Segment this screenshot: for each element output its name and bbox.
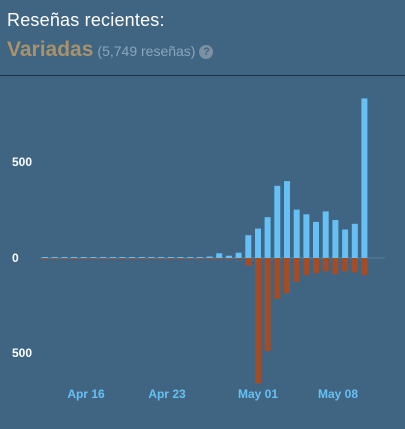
positive-bar[interactable] (293, 209, 300, 259)
negative-bar[interactable] (264, 258, 271, 352)
negative-bar[interactable] (158, 258, 165, 259)
y-tick-label: 500 (12, 155, 32, 169)
negative-bar[interactable] (90, 258, 97, 259)
positive-bar[interactable] (167, 257, 174, 258)
positive-bar[interactable] (80, 257, 87, 258)
x-tick-label: May 08 (318, 387, 358, 401)
positive-bar[interactable] (225, 255, 232, 258)
section-title: Reseñas recientes: (7, 10, 165, 30)
positive-bar[interactable] (342, 229, 349, 259)
negative-bar[interactable] (167, 258, 174, 259)
negative-bar[interactable] (303, 258, 310, 276)
negative-bar[interactable] (71, 258, 77, 259)
negative-bar[interactable] (51, 258, 58, 259)
x-tick-label: May 01 (238, 387, 278, 401)
positive-bar[interactable] (264, 217, 271, 259)
negative-bar[interactable] (255, 258, 261, 384)
negative-bar[interactable] (225, 258, 232, 259)
negative-bar[interactable] (138, 258, 145, 259)
positive-bar[interactable] (100, 257, 107, 258)
positive-bar[interactable] (235, 252, 242, 258)
positive-bar[interactable] (245, 235, 252, 258)
negative-bar[interactable] (61, 258, 68, 259)
positive-bar[interactable] (71, 257, 77, 258)
divider (0, 75, 405, 76)
positive-bar[interactable] (119, 257, 126, 258)
positive-bar[interactable] (216, 253, 223, 259)
y-tick-label: 0 (12, 251, 19, 265)
negative-bar[interactable] (148, 258, 155, 259)
positive-bar[interactable] (206, 256, 213, 259)
negative-bar[interactable] (342, 258, 349, 272)
review-count: (5,749 reseñas) (97, 43, 196, 59)
negative-bar[interactable] (109, 258, 116, 259)
negative-bar[interactable] (216, 258, 223, 259)
negative-bar[interactable] (245, 258, 252, 266)
question-circle-icon[interactable]: ? (199, 45, 214, 59)
positive-bar[interactable] (138, 257, 145, 258)
positive-bar[interactable] (148, 257, 155, 258)
positive-bar[interactable] (51, 257, 58, 258)
x-tick-label: Apr 16 (67, 387, 105, 401)
negative-bar[interactable] (293, 258, 300, 282)
positive-bar[interactable] (187, 257, 194, 258)
negative-bar[interactable] (100, 258, 107, 259)
positive-bar[interactable] (196, 257, 203, 258)
positive-bar[interactable] (177, 257, 184, 258)
negative-bar[interactable] (196, 258, 203, 259)
negative-bar[interactable] (284, 258, 290, 294)
negative-bar[interactable] (274, 258, 281, 299)
positive-bar[interactable] (109, 257, 116, 258)
negative-bar[interactable] (361, 258, 368, 276)
negative-bar[interactable] (177, 258, 184, 259)
positive-bar[interactable] (351, 223, 358, 258)
x-tick-label: Apr 23 (148, 387, 186, 401)
negative-bar[interactable] (119, 258, 126, 259)
negative-bar[interactable] (313, 258, 319, 274)
positive-bar[interactable] (255, 228, 261, 258)
positive-bar[interactable] (284, 181, 290, 259)
positive-bar[interactable] (274, 185, 281, 258)
positive-bar[interactable] (158, 257, 165, 258)
positive-bar[interactable] (332, 220, 339, 258)
negative-bar[interactable] (322, 258, 329, 272)
negative-bar[interactable] (235, 258, 242, 259)
review-summary: Variadas (5,749 reseñas) ? (7, 38, 214, 66)
y-tick-label: 500 (12, 346, 32, 360)
negative-bar[interactable] (129, 258, 136, 259)
negative-bar[interactable] (187, 258, 194, 259)
positive-bar[interactable] (361, 98, 368, 259)
negative-bar[interactable] (332, 258, 339, 275)
positive-bar[interactable] (61, 257, 68, 258)
positive-bar[interactable] (322, 211, 329, 258)
positive-bar[interactable] (129, 257, 136, 258)
negative-bar[interactable] (351, 258, 358, 273)
positive-bar[interactable] (313, 221, 319, 258)
rating-label: Variadas (7, 38, 94, 61)
positive-bar[interactable] (42, 257, 48, 258)
negative-bar[interactable] (80, 258, 87, 259)
positive-bar[interactable] (303, 214, 310, 258)
positive-bar[interactable] (90, 257, 97, 258)
negative-bar[interactable] (42, 258, 48, 259)
negative-bar[interactable] (206, 258, 213, 259)
